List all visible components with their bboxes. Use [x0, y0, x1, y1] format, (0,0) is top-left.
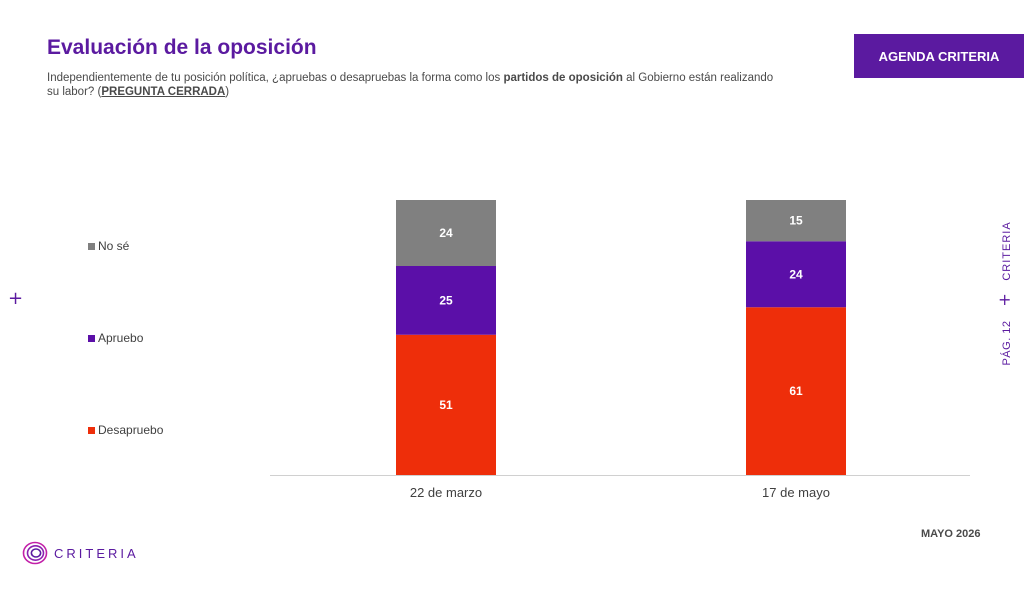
plus-icon: + — [998, 290, 1012, 309]
bar-segment-no-s- — [746, 200, 846, 242]
data-label: 25 — [439, 293, 453, 307]
x-tick-label: 17 de mayo — [762, 485, 830, 500]
bar-segment-apruebo — [746, 241, 846, 308]
plus-icon: + — [8, 288, 24, 309]
bar-segment-apruebo — [396, 266, 496, 335]
agenda-criteria-badge: AGENDA CRITERIA — [854, 34, 1024, 78]
data-label: 61 — [789, 384, 803, 398]
question-part-2: al Gobierno están realizando su labor? ( — [47, 72, 774, 98]
legend-item-desapruebo: Desapruebo — [88, 423, 163, 437]
data-label: 24 — [439, 226, 453, 240]
legend-swatch — [88, 334, 95, 342]
legend-label: No sé — [98, 239, 130, 253]
data-label: 24 — [789, 267, 803, 281]
logo-text: CRITERIA — [54, 545, 139, 561]
question-part-3: ) — [225, 86, 230, 98]
legend-label: Apruebo — [98, 331, 144, 345]
bar-segment-desapruebo — [396, 334, 496, 475]
bar-segment-no-s- — [396, 200, 496, 266]
legend-label: Desapruebo — [98, 423, 164, 437]
question-text: Independientemente de tu posición políti… — [47, 71, 787, 99]
page-title: Evaluación de la oposición — [47, 36, 317, 59]
data-label: 15 — [789, 214, 803, 228]
data-label: 51 — [439, 398, 453, 412]
bar-segment-desapruebo — [746, 307, 846, 475]
criteria-logo: CRITERIA — [22, 540, 139, 566]
criteria-logo-icon — [22, 541, 48, 565]
legend-item-apruebo: Apruebo — [88, 331, 143, 345]
question-bold: partidos de oposición — [503, 72, 623, 84]
legend-swatch — [88, 426, 95, 434]
x-tick-label: 22 de marzo — [410, 485, 482, 500]
question-type: PREGUNTA CERRADA — [101, 86, 226, 98]
legend-swatch — [88, 242, 95, 250]
legend-item-no-se: No sé — [88, 239, 129, 253]
question-part-1: Independientemente de tu posición políti… — [47, 72, 504, 84]
report-date: MAYO 2026 — [921, 528, 981, 540]
